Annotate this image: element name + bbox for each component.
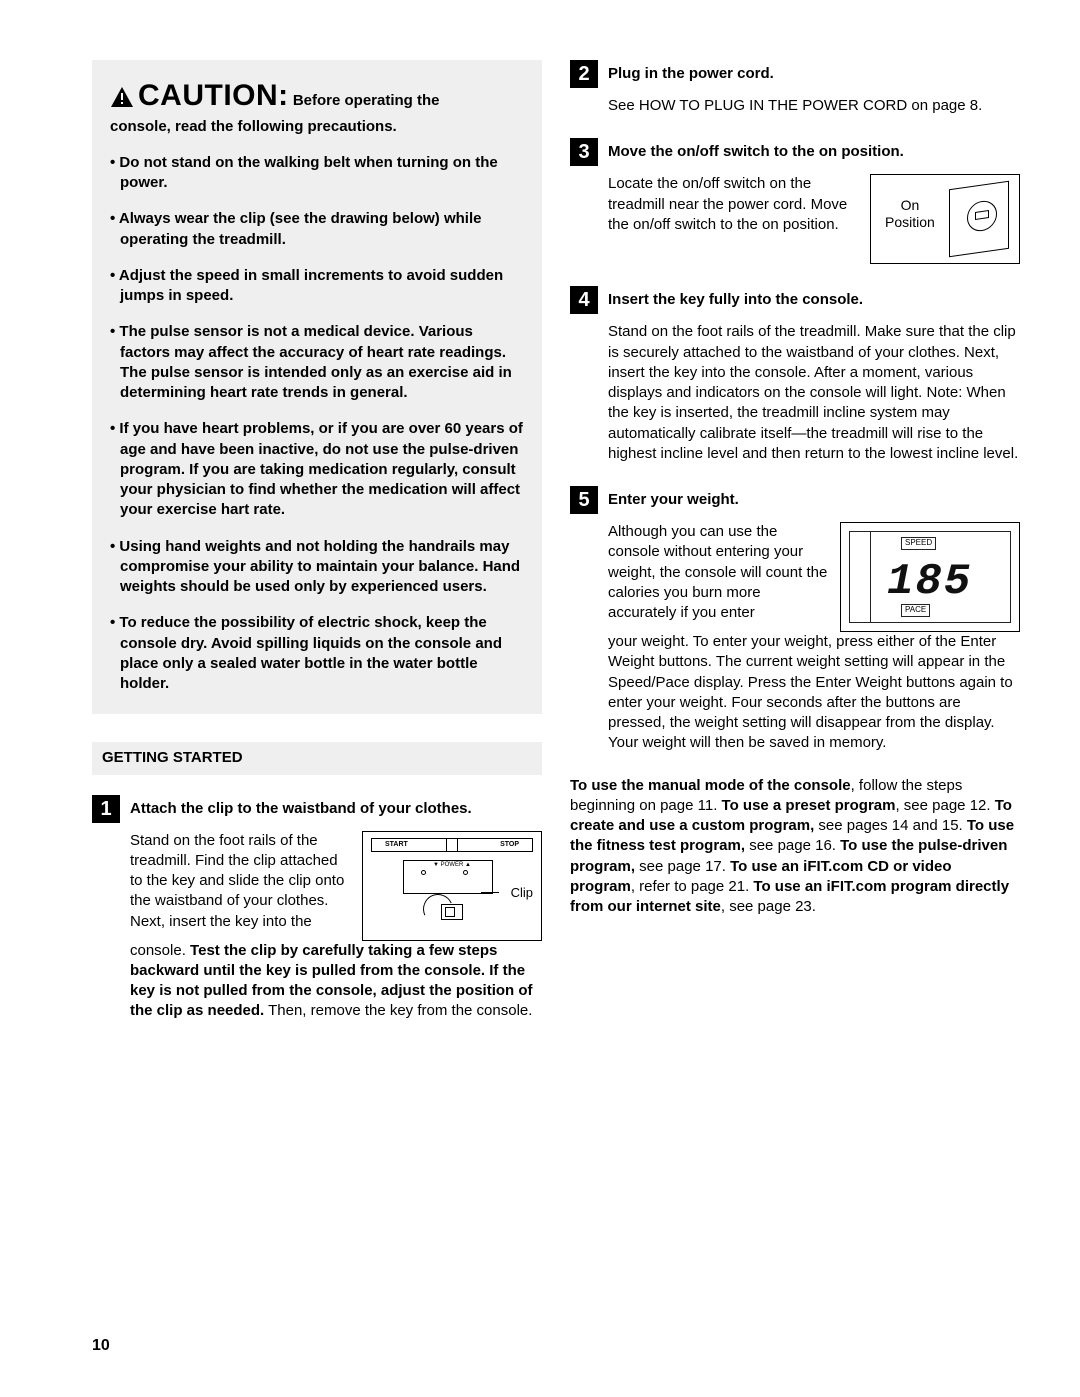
caution-box: CAUTION: Before operating the console, r… [92, 60, 542, 714]
right-column: 2 Plug in the power cord. See HOW TO PLU… [570, 60, 1020, 1044]
step-5-body: Although you can use the console without… [608, 522, 1020, 754]
step-1-header: 1 Attach the clip to the waistband of yo… [92, 795, 542, 823]
caution-header: CAUTION: Before operating the console, r… [110, 76, 524, 137]
footer-text: , refer to page 21. [631, 878, 754, 895]
caution-lead-inline: Before operating the [293, 92, 440, 109]
fig-stop-label: STOP [500, 840, 519, 849]
step-number-badge: 1 [92, 795, 120, 823]
fig-power-label: ▼ POWER ▲ [433, 861, 471, 869]
switch-on-position-label: OnPosition [885, 197, 935, 231]
step-2-title: Plug in the power cord. [608, 60, 774, 84]
step-number-badge: 5 [570, 486, 598, 514]
step-1-title: Attach the clip to the waistband of your… [130, 795, 472, 819]
page-columns: CAUTION: Before operating the console, r… [92, 60, 1020, 1044]
page-number: 10 [92, 1335, 110, 1357]
getting-started-heading: GETTING STARTED [92, 742, 542, 774]
footer-bold-manual: To use the manual mode of the console [570, 777, 851, 794]
step-4-title: Insert the key fully into the console. [608, 286, 863, 310]
fig-start-label: START [385, 840, 408, 849]
step-5-after: your weight. To enter your weight, press… [608, 632, 1020, 754]
step-number-badge: 2 [570, 60, 598, 88]
warning-triangle-icon [110, 86, 134, 114]
caution-item: If you have heart problems, or if you ar… [110, 419, 524, 520]
caution-lead-rest: console, read the following precautions. [110, 117, 524, 137]
fig-clip-label: Clip [511, 884, 533, 902]
step-1-text-beside: Stand on the foot rails of the treadmill… [130, 831, 352, 932]
caution-word: CAUTION: [138, 79, 289, 112]
lcd-speed-label: SPEED [901, 537, 936, 550]
footer-bold-preset: To use a preset program [722, 797, 896, 814]
left-column: CAUTION: Before operating the console, r… [92, 60, 542, 1044]
step-5-title: Enter your weight. [608, 486, 739, 510]
step-3-text: Locate the on/off switch on the treadmil… [608, 174, 860, 235]
footer-text: , see page 12. [895, 797, 994, 814]
caution-list: Do not stand on the walking belt when tu… [110, 153, 524, 695]
step-3-header: 3 Move the on/off switch to the on posit… [570, 138, 1020, 166]
step-1-after: console. Test the clip by carefully taki… [130, 941, 542, 1022]
step-3-title: Move the on/off switch to the on positio… [608, 138, 904, 162]
step-4-header: 4 Insert the key fully into the console. [570, 286, 1020, 314]
footer-text: see page 16. [745, 837, 840, 854]
step-number-badge: 3 [570, 138, 598, 166]
step-4-body: Stand on the foot rails of the treadmill… [608, 322, 1020, 464]
switch-figure: OnPosition [870, 174, 1020, 264]
step-1-body: Stand on the foot rails of the treadmill… [130, 831, 542, 1022]
footer-text: , see page 23. [721, 898, 816, 915]
footer-text: see pages 14 and 15. [814, 817, 967, 834]
step-1-after-prefix: console. [130, 942, 190, 959]
caution-item: Using hand weights and not holding the h… [110, 537, 524, 598]
lcd-figure: SPEED 185 PACE [840, 522, 1020, 632]
step-5-text-beside: Although you can use the console without… [608, 522, 830, 623]
caution-item: To reduce the possibility of electric sh… [110, 613, 524, 694]
step-3-body: Locate the on/off switch on the treadmil… [608, 174, 1020, 264]
caution-item: Always wear the clip (see the drawing be… [110, 209, 524, 250]
lcd-pace-label: PACE [901, 604, 930, 617]
caution-item: The pulse sensor is not a medical device… [110, 322, 524, 403]
footer-text: see page 17. [635, 858, 730, 875]
footer-paragraph: To use the manual mode of the console, f… [570, 776, 1020, 918]
step-5-header: 5 Enter your weight. [570, 486, 1020, 514]
step-1-after-suffix: Then, remove the key from the console. [264, 1002, 532, 1019]
step-2-body: See HOW TO PLUG IN THE POWER CORD on pag… [608, 96, 1020, 116]
step-2-header: 2 Plug in the power cord. [570, 60, 1020, 88]
clip-figure: START STOP ▼ POWER ▲ Clip [362, 831, 542, 941]
step-number-badge: 4 [570, 286, 598, 314]
caution-item: Adjust the speed in small increments to … [110, 266, 524, 307]
caution-item: Do not stand on the walking belt when tu… [110, 153, 524, 194]
